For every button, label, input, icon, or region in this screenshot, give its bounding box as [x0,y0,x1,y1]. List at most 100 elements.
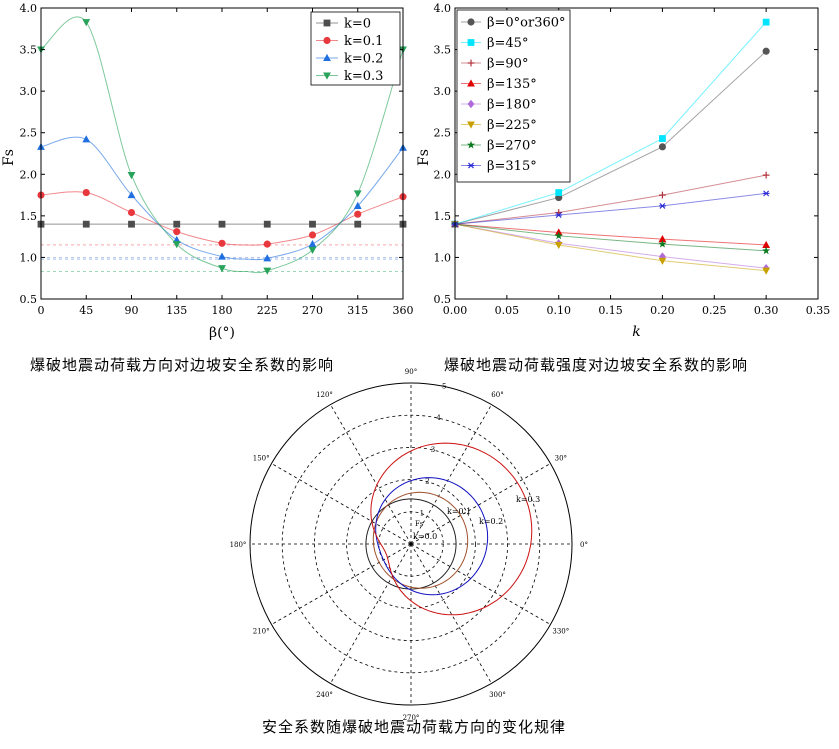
polar-angle-label: 270° [403,714,420,722]
data-point-k=0 [218,220,226,228]
data-point-k=0.1 [263,240,271,248]
data-point-k=0.2 [353,201,362,209]
data-point-k=0.3 [308,246,317,255]
polar-angle-label: 60° [491,391,503,399]
polar-curve-k=0 [365,498,457,590]
polar-angle-label: 30° [555,455,567,463]
data-point-k=0.1 [82,189,90,197]
data-point-k=0 [173,220,181,228]
legend-marker [467,18,475,26]
y-tick-label: 0.5 [434,293,452,306]
legend-label: β=90° [487,57,528,72]
x-tick-label: 0.05 [495,304,520,317]
x-tick-label: 45 [79,304,93,317]
data-point-k=0.3 [218,265,226,273]
polar-curve-label-k=0.3: k=0.3 [516,495,540,504]
legend-label: β=270° [487,139,537,154]
polar-angle-label: 90° [405,368,417,376]
legend-marker [466,140,476,149]
data-point-k=0.2 [218,252,226,260]
x-axis-label: k [632,324,640,340]
polar-angle-label: 300° [489,691,506,699]
legend-label: k=0.1 [344,34,383,49]
x-tick-label: 360 [393,304,414,317]
x-tick-label: 270 [302,304,323,317]
x-tick-label: 135 [166,304,187,317]
polar-spoke [330,543,412,684]
polar-radial-label: 5 [442,382,446,390]
y-tick-label: 3.0 [20,85,38,98]
series-line-k=0.3 [40,16,404,274]
x-tick-label: 180 [212,304,233,317]
y-axis-label: Fs [416,149,432,166]
series-line-β=180° [454,223,767,269]
polar-curve-k=0.1 [372,491,469,589]
data-point-β=45° [762,18,770,26]
polar-angle-label: 180° [230,541,247,549]
x-tick-label: 0.20 [650,304,675,317]
series-line-β=270° [454,223,767,252]
y-tick-label: 0.5 [20,293,38,306]
y-tick-label: 3.0 [434,85,452,98]
polar-radial-label: 1 [420,509,424,517]
legend-label: β=135° [487,77,537,92]
data-point-k=0 [263,220,271,228]
y-tick-label: 4.0 [20,2,38,15]
legend-label: β=0°or360° [487,16,566,31]
polar-curve-k=0.3 [370,442,533,616]
polar-radial-label: 4 [436,414,441,422]
data-point-β=225° [762,267,771,275]
data-point-k=0 [128,220,135,228]
data-point-β=135° [658,235,667,243]
polar-angle-label: 150° [253,455,270,463]
x-tick-label: 0.00 [443,304,468,317]
data-point-k=0.3 [172,241,181,249]
chart-fs-vs-k: 0.00 0.05 0.10 0.15 0.20 0.25 0.30 0.35 0.5 1.0 1.… [416,2,830,340]
polar-angle-label: 240° [316,691,333,699]
polar-curve-label-k=0.1: k=0.1 [447,507,471,516]
legend-marker [467,39,475,46]
data-point-β=225° [554,241,563,250]
polar-radial-label: 3 [431,446,435,454]
legend-marker [323,19,331,27]
data-point-β=135° [762,240,771,249]
data-point-β=225° [658,257,667,265]
legend-label: k=0 [344,17,371,32]
data-point-k=0.1 [354,210,362,218]
polar-ring [346,479,476,609]
y-tick-label: 4.0 [434,2,452,15]
polar-radial-axis-label: Fs [415,520,424,528]
legend-marker [467,99,475,109]
legend-label: β=315° [487,159,537,174]
legend-marker [467,162,475,169]
y-tick-label: 2.5 [20,127,38,140]
x-tick-label: 0 [38,304,45,317]
data-point-k=0.3 [353,190,362,198]
data-point-k=0.2 [82,135,91,143]
y-tick-label: 3.5 [20,44,38,57]
data-point-k=0.1 [173,228,181,236]
series-line-β=45° [454,21,767,225]
plot-frame [454,7,819,300]
data-point-k=0.1 [127,208,136,217]
data-point-β=45° [659,135,666,142]
data-point-k=0.3 [263,267,272,275]
legend-label: β=45° [487,36,528,51]
chart-fs-vs-beta: 0 45 90 135 180 225 270 315 360 0.5 1.0 1.5 2.0 2.5 3.… [1,2,414,341]
data-point-k=0.1 [308,231,317,239]
data-point-k=0.3 [82,19,91,27]
polar-angle-label: 210° [253,628,270,636]
data-point-β=315° [555,212,563,218]
polar-spoke [410,404,492,545]
x-tick-label: 0.30 [754,304,779,317]
data-point-β=0°or360° [762,47,770,55]
series-line-k=0.1 [40,191,404,246]
legend-marker [467,121,475,129]
chart-polar: 0° 30° 60° 90° 120° 150° 180° 210° 240° 270° 300° 3… [230,368,588,722]
data-point-k=0.2 [127,190,136,199]
legend-label: β=180° [487,98,537,113]
x-tick-label: 0.25 [702,304,727,317]
y-tick-label: 1.0 [434,251,452,264]
legend-label: k=0.3 [344,69,383,84]
polar-angle-label: 120° [316,391,333,399]
